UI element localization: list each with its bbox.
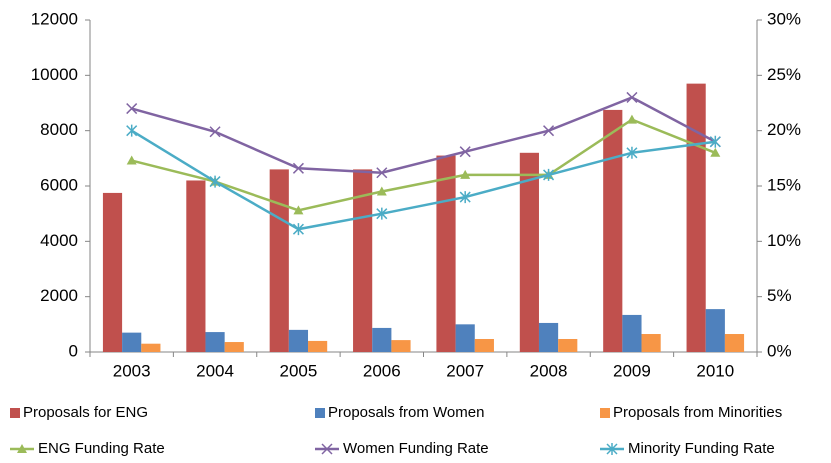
x-tick-label: 2003	[113, 361, 151, 380]
bar	[353, 169, 373, 352]
bar	[205, 332, 225, 352]
marker	[626, 91, 638, 103]
marker	[626, 114, 637, 124]
bar	[288, 329, 309, 352]
y2-tick-label: 5%	[767, 286, 792, 305]
marker	[459, 191, 471, 204]
marker	[293, 205, 304, 215]
bar	[141, 343, 161, 352]
bar	[372, 327, 392, 352]
bar	[186, 180, 206, 352]
marker	[209, 175, 221, 188]
x-tick-label: 2010	[696, 361, 734, 380]
legend-swatch	[10, 408, 20, 418]
marker	[126, 124, 138, 137]
line	[131, 96, 716, 174]
y-tick-label: 10000	[31, 65, 78, 84]
x-tick-label: 2007	[446, 361, 484, 380]
bar	[308, 340, 328, 352]
marker	[460, 169, 471, 179]
bar	[122, 332, 142, 352]
marker	[126, 155, 137, 165]
marker	[626, 146, 638, 159]
bar	[224, 342, 244, 352]
x-tick-label: 2008	[530, 361, 568, 380]
line	[131, 118, 716, 212]
bar	[686, 83, 706, 352]
bar	[538, 322, 559, 352]
x-tick-label: 2006	[363, 361, 401, 380]
marker	[606, 443, 618, 455]
legend-label: ENG Funding Rate	[38, 440, 165, 457]
legend-item: Proposals for ENG	[10, 404, 148, 421]
x-tick-label: 2009	[613, 361, 651, 380]
legend-item: ENG Funding Rate	[10, 440, 165, 457]
marker	[321, 443, 333, 455]
marker	[709, 135, 721, 148]
bar	[558, 338, 578, 352]
legend-item: Proposals from Women	[315, 404, 484, 421]
marker	[17, 444, 27, 453]
bar	[519, 152, 539, 352]
legend-label: Minority Funding Rate	[628, 440, 775, 457]
legend-item: Proposals from Minorities	[600, 404, 782, 421]
y-tick-label: 6000	[40, 175, 78, 194]
legend-label: Proposals from Minorities	[613, 404, 782, 421]
bar	[455, 324, 475, 352]
x-tick-label: 2005	[280, 361, 318, 380]
bar	[102, 192, 123, 352]
marker	[543, 168, 555, 181]
bar	[269, 169, 289, 352]
marker	[376, 167, 388, 179]
y-tick-label: 2000	[40, 286, 78, 305]
y-tick-label: 4000	[40, 231, 78, 250]
line	[131, 129, 716, 231]
marker	[292, 223, 304, 236]
legend-swatch	[315, 408, 325, 418]
y2-tick-label: 30%	[767, 9, 801, 28]
y-tick-label: 8000	[40, 120, 78, 139]
marker	[710, 147, 721, 157]
y2-tick-label: 10%	[767, 231, 801, 250]
marker	[209, 126, 221, 138]
y-tick-label: 0	[69, 341, 78, 360]
bar	[603, 109, 623, 353]
y-tick-label: 12000	[31, 9, 78, 28]
bar	[474, 338, 494, 352]
y2-tick-label: 15%	[767, 175, 801, 194]
marker	[376, 207, 388, 220]
marker	[459, 146, 471, 158]
legend-label: Proposals for ENG	[23, 404, 148, 421]
marker	[543, 125, 555, 137]
marker	[376, 186, 387, 196]
y2-tick-label: 0%	[767, 341, 792, 360]
y2-tick-label: 20%	[767, 120, 801, 139]
legend-label: Women Funding Rate	[343, 440, 489, 457]
legend-label: Proposals from Women	[328, 404, 484, 421]
bar	[641, 334, 661, 352]
bar	[622, 314, 642, 352]
bar	[391, 340, 411, 352]
legend-swatch	[600, 408, 610, 418]
x-tick-label: 2004	[196, 361, 234, 380]
legend-item: Women Funding Rate	[315, 440, 489, 457]
bar	[705, 309, 725, 352]
marker	[126, 103, 138, 115]
bar	[724, 334, 745, 352]
bar	[436, 155, 456, 352]
legend-item: Minority Funding Rate	[600, 440, 775, 457]
y2-tick-label: 25%	[767, 65, 801, 84]
marker	[292, 162, 304, 174]
